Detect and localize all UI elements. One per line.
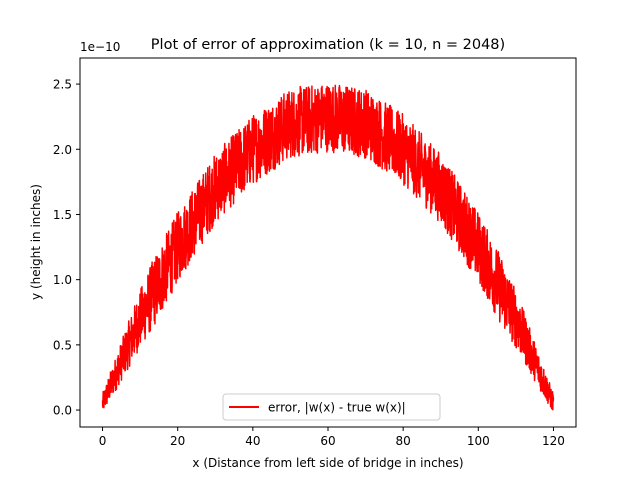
chart-title: Plot of error of approximation (k = 10, … [151, 37, 505, 53]
y-axis-label: y (height in inches) [29, 184, 43, 300]
legend: error, |w(x) - true w(x)| [222, 393, 441, 421]
x-tick-label: 60 [320, 434, 335, 448]
legend-label: error, |w(x) - true w(x)| [268, 401, 406, 415]
y-axis: 0.0 0.5 1.0 1.5 2.0 2.5 [53, 78, 80, 418]
x-tick-label: 120 [542, 434, 565, 448]
y-tick-label: 2.5 [53, 78, 72, 92]
x-axis: 0 20 40 60 80 100 120 [99, 427, 565, 448]
legend-box [222, 393, 441, 421]
y-offset-text: 1e−10 [80, 40, 120, 54]
x-tick-label: 100 [467, 434, 490, 448]
x-tick-label: 80 [396, 434, 411, 448]
x-tick-label: 40 [245, 434, 260, 448]
y-tick-label: 1.0 [53, 273, 72, 287]
series-line-error [101, 84, 555, 411]
y-tick-label: 1.5 [53, 208, 72, 222]
y-tick-label: 2.0 [53, 143, 72, 157]
x-tick-label: 0 [99, 434, 107, 448]
y-tick-label: 0.0 [53, 404, 72, 418]
x-tick-label: 20 [170, 434, 185, 448]
y-tick-label: 0.5 [53, 338, 72, 352]
x-axis-label: x (Distance from left side of bridge in … [192, 456, 463, 470]
